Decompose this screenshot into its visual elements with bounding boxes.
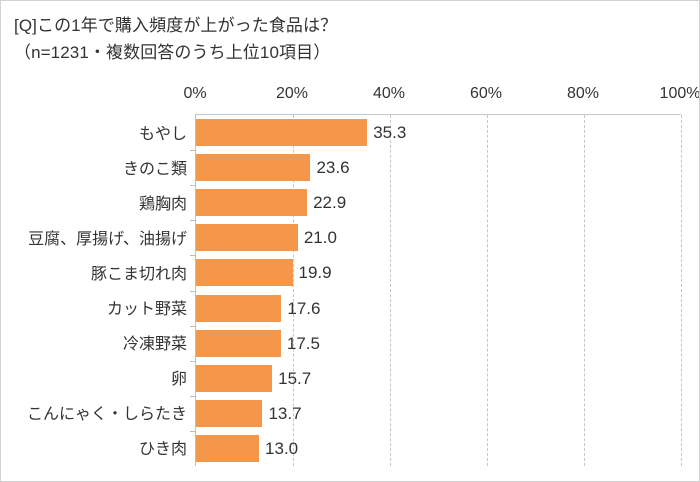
gridline [681, 115, 682, 466]
category-label: もやし [138, 125, 187, 143]
bar-row: 13.7 [190, 395, 681, 431]
bar-row: 15.7 [190, 360, 681, 396]
bar-row: 17.6 [190, 290, 681, 326]
axis-tick-mark [190, 325, 196, 327]
category-label: 冷凍野菜 [122, 336, 187, 354]
bar-row: 23.6 [190, 150, 681, 185]
bar [196, 119, 368, 146]
axis-tick-mark [190, 255, 196, 257]
axis-tick-mark [190, 430, 196, 432]
category-label: 卵 [170, 371, 187, 389]
gridline [487, 115, 488, 466]
bar-value-label: 13.0 [265, 438, 299, 458]
bar-row: 35.3 [196, 115, 681, 150]
bar [196, 399, 263, 427]
bar [196, 294, 282, 322]
x-tick-label: 100% [659, 85, 700, 102]
axis-tick-mark [190, 360, 196, 362]
x-axis-tick-labels: 0% 20% 40% 60% 80% 100% [183, 85, 699, 107]
axis-tick-mark [190, 290, 196, 292]
category-label: 豚こま切れ肉 [90, 265, 187, 283]
bar-value-label: 17.6 [287, 298, 321, 318]
x-tick-label: 0% [183, 85, 207, 102]
category-label: 鶏胸肉 [138, 195, 187, 213]
bar-value-label: 13.7 [268, 403, 302, 423]
axis-tick-mark [190, 150, 196, 152]
bar-value-label: 23.6 [316, 158, 350, 178]
bar-value-label: 21.0 [303, 228, 337, 248]
x-tick-label: 40% [372, 85, 406, 102]
category-label: カット野菜 [106, 301, 187, 319]
category-label: きのこ類 [122, 160, 187, 178]
category-label: こんにゃく・しらたき [26, 406, 187, 424]
bar-row: 13.0 [190, 430, 681, 466]
bar-value-label: 35.3 [373, 123, 407, 142]
bar-row: 19.9 [190, 255, 681, 290]
axis-tick-mark [190, 220, 196, 222]
x-tick-label: 80% [566, 85, 600, 102]
bar [196, 189, 308, 217]
bar [196, 259, 293, 287]
category-axis-labels: もやしきのこ類鶏胸肉豆腐、厚揚げ、油揚げ豚こま切れ肉カット野菜冷凍野菜卵こんにゃ… [1, 114, 187, 465]
x-tick-label: 20% [275, 85, 309, 102]
axis-tick-mark [190, 395, 196, 397]
bar-row: 21.0 [190, 220, 681, 255]
bar [196, 364, 273, 392]
title-line-question: [Q]この1年で購入頻度が上がった食品は？ [14, 16, 338, 35]
bar-value-label: 15.7 [278, 368, 312, 388]
page-title: [Q]この1年で購入頻度が上がった食品は？ （n=1231・複数回答のうち上位1… [14, 12, 674, 66]
gridline [293, 115, 294, 466]
category-label: ひき肉 [138, 441, 187, 459]
bar [196, 224, 298, 252]
plot-area: 35.3 23.6 22.9 21.0 19.9 17.6 17.5 15.7 13.7 13.0 [190, 114, 682, 466]
bar-row: 17.5 [190, 325, 681, 361]
bar [196, 434, 260, 462]
bar-value-label: 22.9 [313, 193, 347, 213]
bar [196, 154, 311, 182]
bar-value-label: 19.9 [298, 263, 332, 283]
axis-tick-mark [190, 185, 196, 187]
bar-row: 22.9 [190, 185, 681, 220]
bar [196, 329, 281, 357]
gridline [584, 115, 585, 466]
gridline [390, 115, 391, 466]
bar-value-label: 17.5 [286, 333, 320, 353]
title-line-sample-size: （n=1231・複数回答のうち上位10項目） [14, 43, 331, 62]
x-tick-label: 60% [469, 85, 503, 102]
category-label: 豆腐、厚揚げ、油揚げ [28, 230, 187, 248]
